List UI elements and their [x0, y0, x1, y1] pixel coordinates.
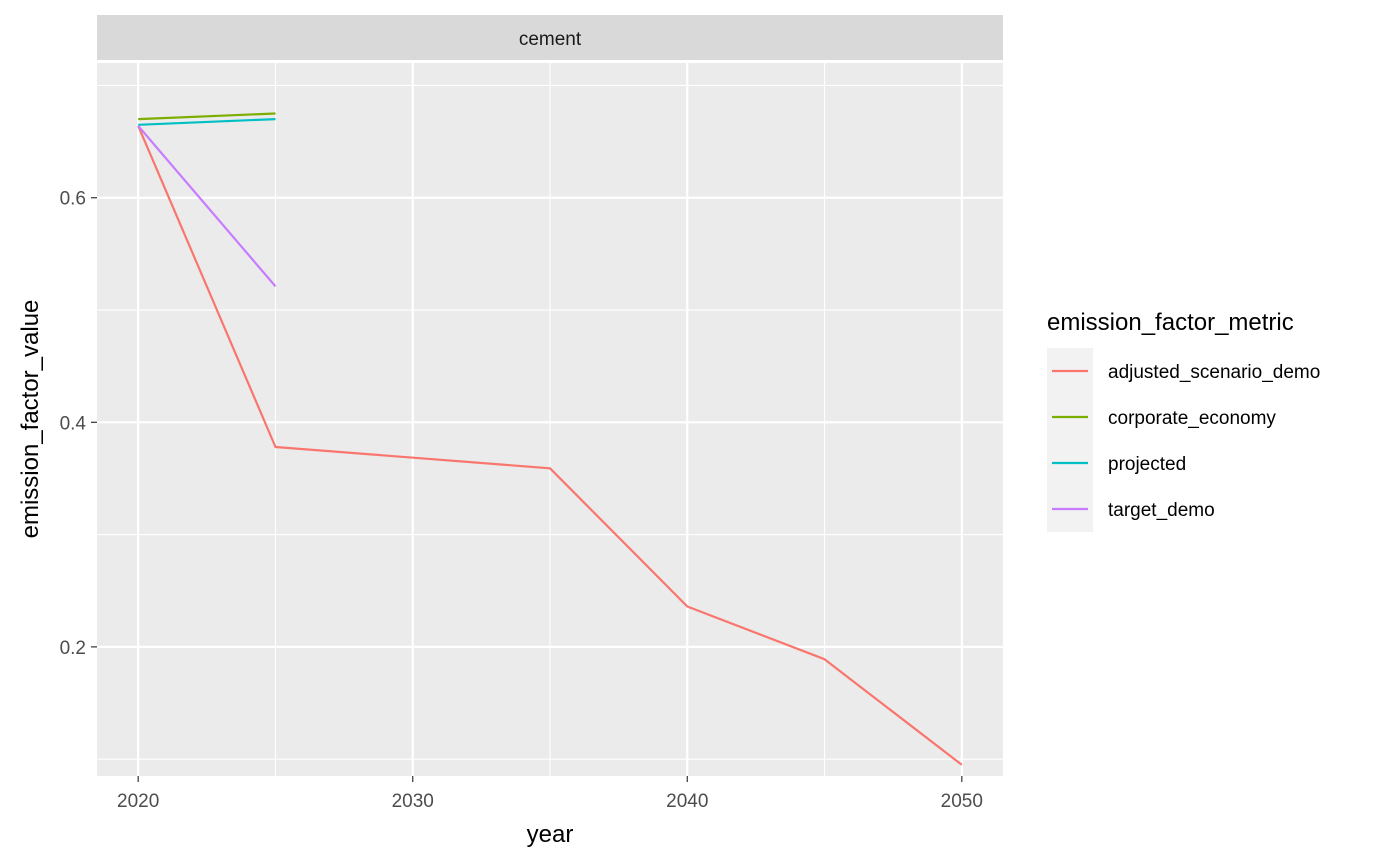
x-tick-labels: 2020 2030 2040 2050	[117, 791, 983, 812]
series-lines	[137, 112, 963, 766]
y-axis-title: emission_factor_value	[17, 300, 44, 539]
x-axis-title: year	[527, 821, 574, 848]
facet-strip	[97, 15, 1003, 60]
legend-label-projected: projected	[1108, 454, 1186, 475]
y-tick-label: 0.6	[60, 189, 86, 210]
minor-gridlines	[97, 63, 1003, 776]
legend-label-adjusted_scenario_demo: adjusted_scenario_demo	[1108, 362, 1320, 383]
x-tick-label: 2030	[392, 791, 434, 812]
series-line-target_demo	[137, 125, 277, 288]
series-line-projected	[138, 118, 276, 126]
x-tick-label: 2020	[117, 791, 159, 812]
series-line-adjusted_scenario_demo	[137, 125, 963, 766]
y-tick-label: 0.2	[60, 638, 86, 659]
axis-ticks	[91, 197, 963, 782]
legend-items: adjusted_scenario_demo corporate_economyp…	[1047, 348, 1320, 532]
legend-key-background	[1047, 348, 1093, 532]
y-tick-label: 0.4	[60, 413, 87, 434]
major-gridlines	[97, 63, 1003, 776]
legend-label-target_demo: target_demo	[1108, 500, 1215, 521]
legend: emission_factor_metric adjusted_scenario…	[1047, 309, 1320, 532]
x-tick-label: 2050	[941, 791, 983, 812]
series-line-corporate_economy	[138, 112, 276, 121]
y-tick-labels: 0.2 0.4 0.6	[60, 189, 87, 659]
legend-title: emission_factor_metric	[1047, 309, 1294, 336]
x-tick-label: 2040	[666, 791, 708, 812]
legend-label-corporate_economy: corporate_economy	[1108, 408, 1276, 429]
facet-strip-label: cement	[519, 29, 582, 50]
